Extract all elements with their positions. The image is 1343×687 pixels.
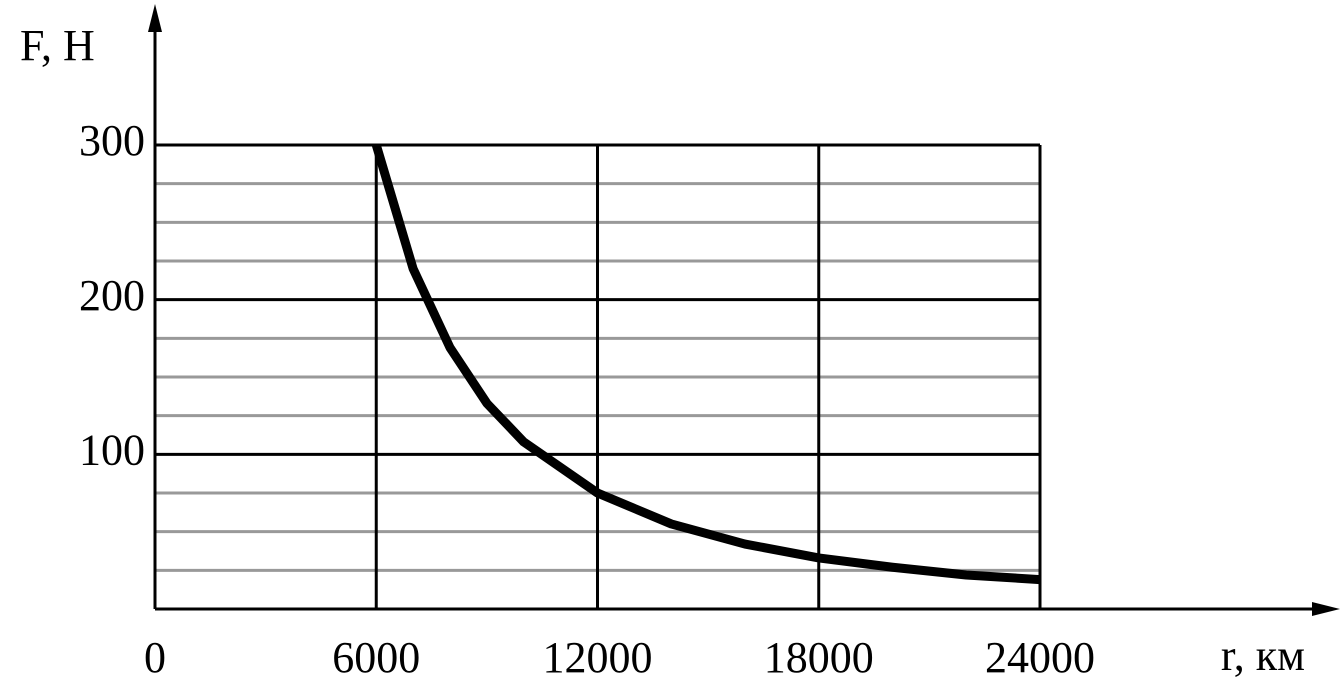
x-tick-label: 0 [144,633,166,682]
curve [371,143,1041,585]
y-axis-label: F, Н [20,21,95,70]
x-axis-label: r, км [1221,631,1305,680]
x-tick-label: 18000 [764,633,874,682]
y-tick-label: 300 [79,116,145,165]
x-tick-label: 12000 [543,633,653,682]
y-tick-label: 100 [79,425,145,474]
grid [153,143,1042,609]
x-tick-label: 24000 [985,633,1095,682]
x-axis-arrow [1312,602,1340,616]
y-tick-label: 200 [79,271,145,320]
y-axis-arrow [148,4,162,32]
x-tick-label: 6000 [332,633,420,682]
